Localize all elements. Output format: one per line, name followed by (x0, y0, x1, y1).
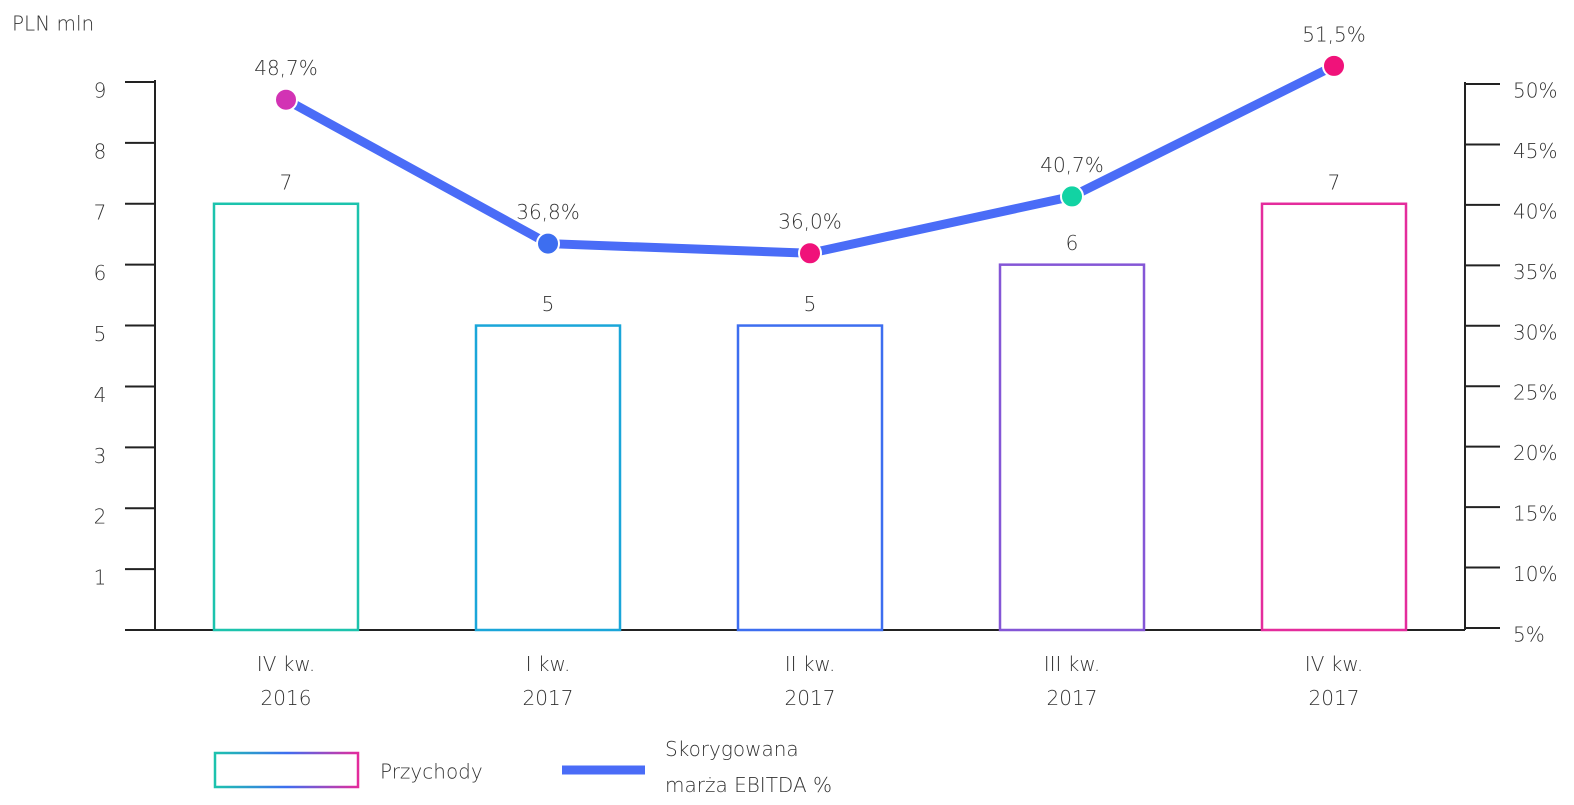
x-tick-label: III kw. 2017 (1044, 652, 1101, 710)
bar-value-label: 7 (280, 170, 293, 194)
y2-tick-label: 40% (1513, 199, 1557, 223)
line-value-label: 48,7% (254, 56, 318, 80)
line-value-label: 36,8% (516, 200, 580, 224)
bar (736, 324, 884, 632)
y2-tick-label: 35% (1513, 260, 1557, 284)
y-tick-label: 6 (94, 261, 107, 285)
y-tick-label: 2 (94, 505, 107, 529)
line-point (274, 87, 298, 112)
line-point (536, 231, 560, 256)
line-value-label: 51,5% (1302, 22, 1366, 46)
line-value-label: 36,0% (778, 210, 842, 234)
x-tick-label: I kw. 2017 (523, 652, 574, 710)
bar-value-label: 7 (1328, 170, 1341, 194)
y2-tick-label: 45% (1513, 139, 1557, 163)
x-tick-label: II kw. 2017 (785, 652, 836, 710)
y-tick-label: 9 (94, 79, 107, 103)
y-axis-label: PLN mln (12, 12, 94, 36)
y2-tick-label: 30% (1513, 320, 1557, 344)
y2-tick-label: 25% (1513, 381, 1557, 405)
y2-tick-label: 20% (1513, 441, 1557, 465)
y-tick-label: 4 (94, 383, 107, 407)
line-point (1060, 184, 1084, 209)
y2-tick-label: 15% (1513, 502, 1557, 526)
line-point (1322, 53, 1346, 78)
bar-value-label: 5 (542, 292, 555, 316)
y-tick-label: 5 (94, 322, 107, 346)
y2-tick-label: 5% (1513, 623, 1545, 647)
legend-label: Przychody (380, 760, 483, 784)
y-tick-label: 7 (94, 200, 107, 224)
x-tick-label: IV kw. 2017 (1305, 652, 1363, 710)
bar (474, 324, 622, 632)
y2-tick-label: 10% (1513, 562, 1557, 586)
x-tick-label: IV kw. 2016 (257, 652, 315, 710)
y-tick-label: 8 (94, 139, 107, 163)
line-value-label: 40,7% (1040, 153, 1104, 177)
bar (998, 263, 1146, 632)
bar-value-label: 5 (804, 292, 817, 316)
y-tick-label: 1 (94, 566, 107, 590)
line-point (798, 241, 822, 266)
legend-label: Skorygowana marża EBITDA % (665, 737, 832, 797)
bar-value-label: 6 (1066, 231, 1079, 255)
bar (1260, 202, 1408, 632)
legend-swatch (213, 751, 360, 789)
y2-tick-label: 50% (1513, 79, 1557, 103)
y-tick-label: 3 (94, 444, 107, 468)
bar (212, 202, 360, 632)
